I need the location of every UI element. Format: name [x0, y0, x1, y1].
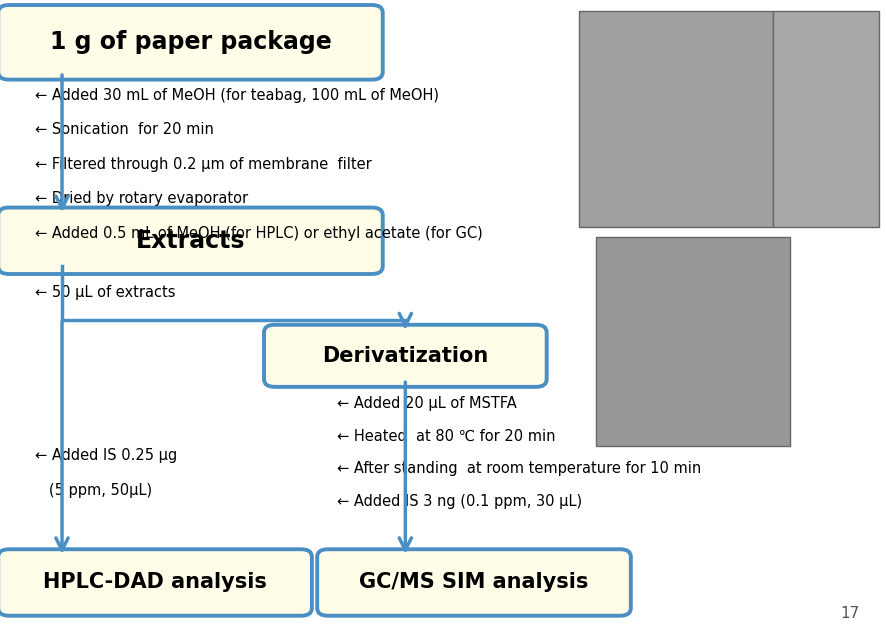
FancyBboxPatch shape [773, 11, 879, 227]
FancyBboxPatch shape [0, 208, 383, 274]
FancyBboxPatch shape [317, 549, 631, 616]
Text: ← Added 30 mL of MeOH (for teabag, 100 mL of MeOH): ← Added 30 mL of MeOH (for teabag, 100 m… [35, 88, 439, 103]
Text: ← Filtered through 0.2 μm of membrane  filter: ← Filtered through 0.2 μm of membrane fi… [35, 157, 372, 172]
Text: (5 ppm, 50μL): (5 ppm, 50μL) [35, 483, 152, 498]
Text: 1 g of paper package: 1 g of paper package [50, 30, 331, 55]
FancyBboxPatch shape [596, 237, 790, 446]
Text: GC/MS SIM analysis: GC/MS SIM analysis [360, 572, 588, 593]
Text: ← Added IS 3 ng (0.1 ppm, 30 μL): ← Added IS 3 ng (0.1 ppm, 30 μL) [337, 494, 582, 509]
Text: ← After standing  at room temperature for 10 min: ← After standing at room temperature for… [337, 461, 701, 477]
Text: ← Sonication  for 20 min: ← Sonication for 20 min [35, 122, 214, 137]
Text: ← Added 0.5 mL of MeOH (for HPLC) or ethyl acetate (for GC): ← Added 0.5 mL of MeOH (for HPLC) or eth… [35, 226, 483, 241]
Text: ← Dried by rotary evaporator: ← Dried by rotary evaporator [35, 191, 249, 206]
Text: ← Heated  at 80 ℃ for 20 min: ← Heated at 80 ℃ for 20 min [337, 429, 556, 444]
FancyBboxPatch shape [264, 325, 547, 387]
Text: Extracts: Extracts [136, 229, 245, 253]
Text: ← Added IS 0.25 μg: ← Added IS 0.25 μg [35, 448, 178, 463]
FancyBboxPatch shape [579, 11, 773, 227]
Text: ← Added 20 μL of MSTFA: ← Added 20 μL of MSTFA [337, 396, 517, 411]
FancyBboxPatch shape [0, 5, 383, 80]
Text: ← 50 μL of extracts: ← 50 μL of extracts [35, 285, 176, 300]
Text: HPLC-DAD analysis: HPLC-DAD analysis [43, 572, 267, 593]
Text: Derivatization: Derivatization [323, 346, 488, 366]
FancyBboxPatch shape [0, 549, 312, 616]
Text: 17: 17 [840, 606, 859, 621]
